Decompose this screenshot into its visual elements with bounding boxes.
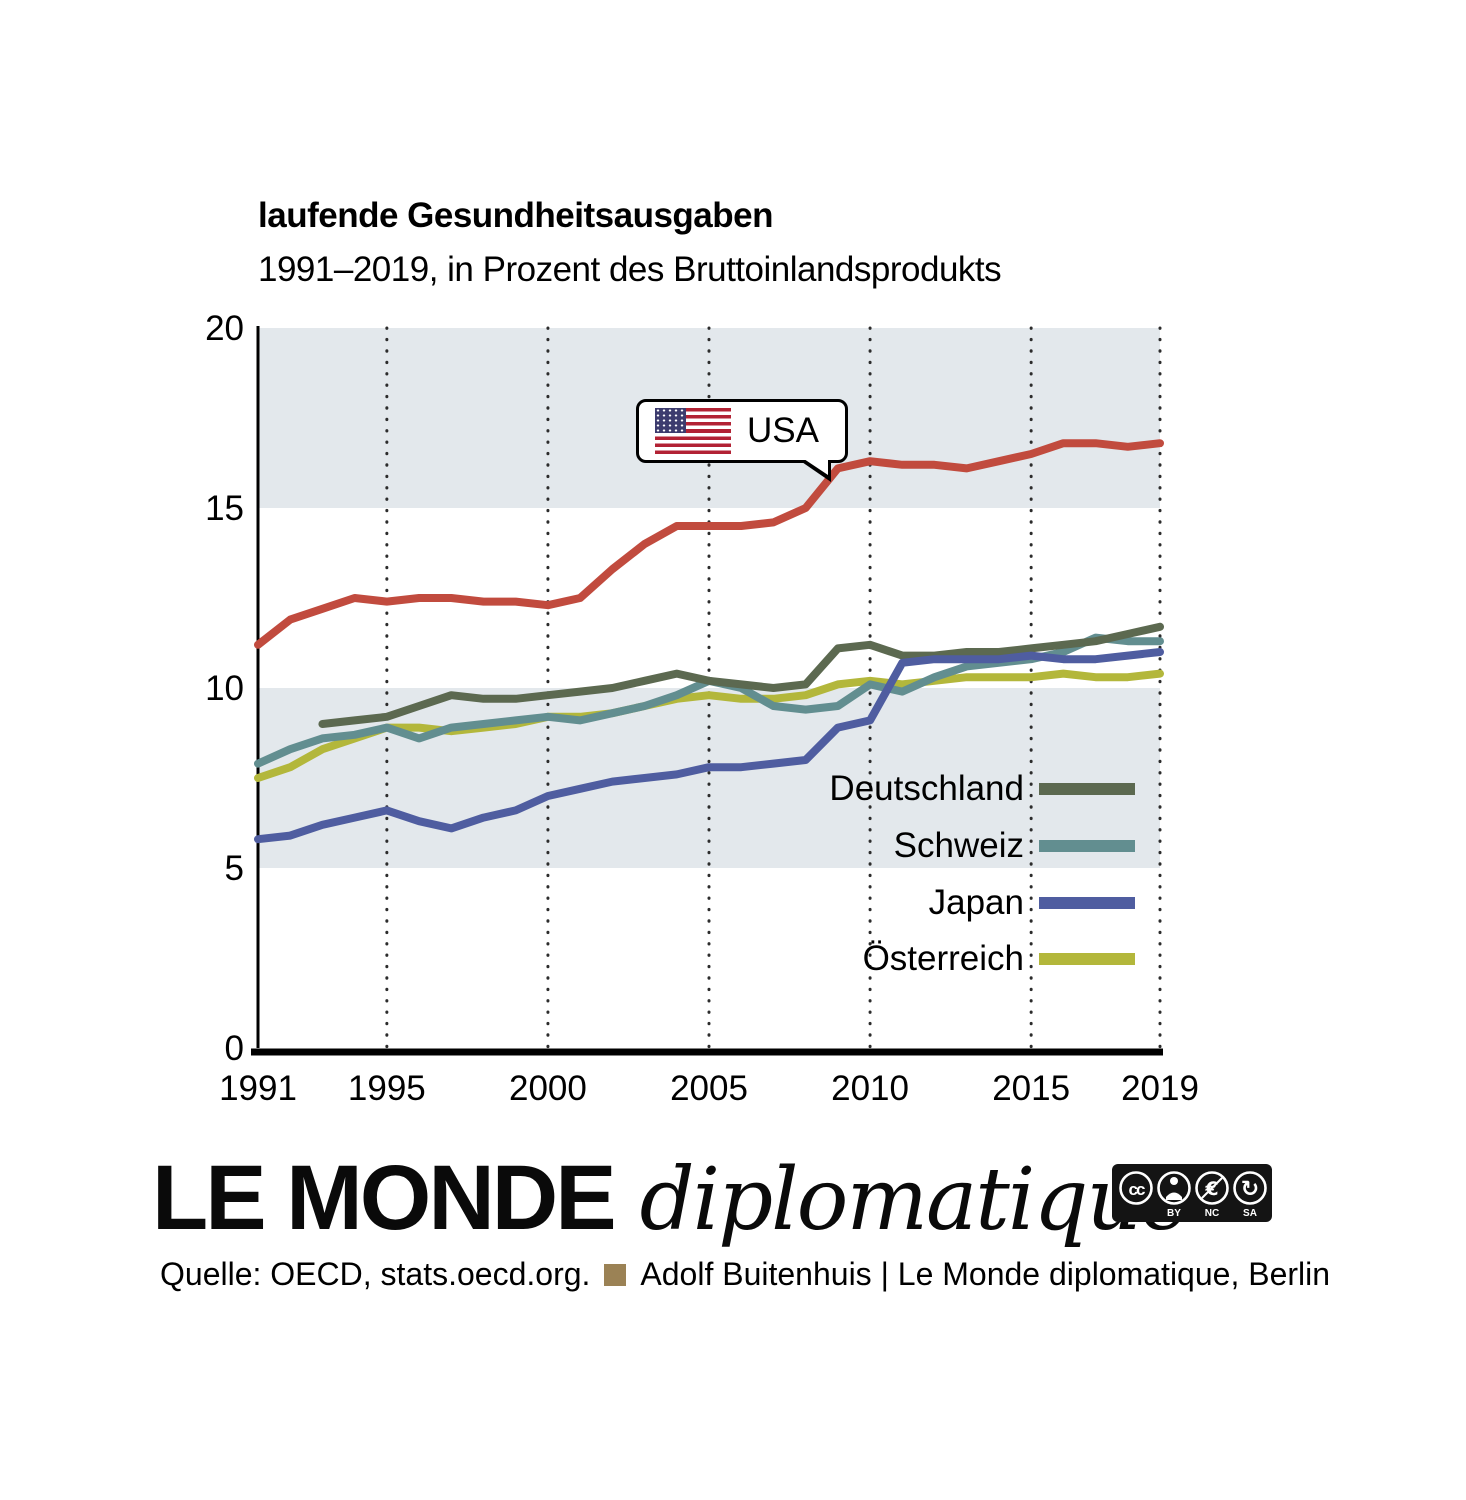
series-line bbox=[254, 648, 1164, 844]
y-tick-label: 20 bbox=[205, 309, 244, 348]
legend-swatch-schweiz bbox=[1039, 840, 1135, 852]
legend-swatch-oesterreich bbox=[1039, 953, 1135, 965]
x-tick-label: 2010 bbox=[831, 1069, 909, 1108]
cc-letters: cc bbox=[1129, 1180, 1145, 1199]
cc-by-body bbox=[1166, 1192, 1182, 1200]
series-line bbox=[254, 669, 1164, 782]
source-text: Quelle: OECD, stats.oecd.org. bbox=[160, 1256, 591, 1292]
y-tick-label: 10 bbox=[205, 669, 244, 708]
legend-swatch-deutschland bbox=[1039, 783, 1135, 795]
logo-diplomatique: diplomatique bbox=[639, 1150, 1191, 1250]
legend-item-japan: Japan bbox=[929, 882, 1135, 924]
x-tick-label: 2019 bbox=[1121, 1069, 1199, 1108]
chart-title: laufende Gesundheitsausgaben bbox=[258, 196, 774, 235]
credit-text: Adolf Buitenhuis | Le Monde diplomatique… bbox=[640, 1256, 1331, 1292]
legend-label: Japan bbox=[928, 883, 1024, 922]
cc-by-icon bbox=[1157, 1171, 1191, 1205]
chart-subtitle: 1991–2019, in Prozent des Bruttoinlandsp… bbox=[258, 250, 1002, 289]
source-line: Quelle: OECD, stats.oecd.org. Adolf Buit… bbox=[160, 1256, 1330, 1293]
cc-label: BY bbox=[1167, 1208, 1181, 1219]
x-tick-label: 2015 bbox=[992, 1069, 1070, 1108]
cc-nc-icon bbox=[1195, 1171, 1229, 1205]
y-tick-label: 5 bbox=[225, 849, 244, 888]
usa-callout-label: USA bbox=[747, 411, 819, 450]
x-tick-label: 2000 bbox=[509, 1069, 587, 1108]
legend-swatch-japan bbox=[1039, 897, 1135, 909]
legend-item-deutschland: Deutschland bbox=[829, 768, 1135, 810]
series-line bbox=[254, 439, 1164, 649]
legend-item-oesterreich: Österreich bbox=[863, 938, 1135, 980]
credit-square-icon bbox=[604, 1263, 627, 1286]
x-tick-label: 1995 bbox=[348, 1069, 426, 1108]
usa-flag-icon bbox=[655, 408, 731, 454]
cc-badge-plate bbox=[1112, 1164, 1272, 1222]
y-tick-label: 0 bbox=[225, 1029, 244, 1068]
cc-by-head bbox=[1170, 1177, 1178, 1185]
cc-nc-strike bbox=[1201, 1177, 1223, 1199]
legend-label: Schweiz bbox=[893, 826, 1024, 865]
cc-label: SA bbox=[1243, 1208, 1257, 1219]
usa-callout: USA bbox=[636, 399, 848, 482]
cc-logo-icon bbox=[1119, 1171, 1153, 1205]
x-tick-label: 2005 bbox=[670, 1069, 748, 1108]
cc-label: NC bbox=[1205, 1208, 1219, 1219]
cc-sa-arrow: ↻ bbox=[1241, 1177, 1259, 1202]
logo-lemonde: LE MONDE bbox=[152, 1147, 617, 1249]
legend-label: Österreich bbox=[862, 939, 1024, 978]
callout-tail-fill bbox=[804, 459, 828, 475]
cc-sa-icon bbox=[1233, 1171, 1267, 1205]
shaded-band bbox=[258, 688, 1160, 868]
x-tick-label: 1991 bbox=[219, 1069, 297, 1108]
legend-item-schweiz: Schweiz bbox=[894, 825, 1135, 867]
legend-label: Deutschland bbox=[829, 769, 1024, 808]
y-tick-label: 15 bbox=[205, 489, 244, 528]
publisher-logo: LE MONDE diplomatique bbox=[152, 1146, 1191, 1251]
series-line bbox=[318, 622, 1164, 728]
